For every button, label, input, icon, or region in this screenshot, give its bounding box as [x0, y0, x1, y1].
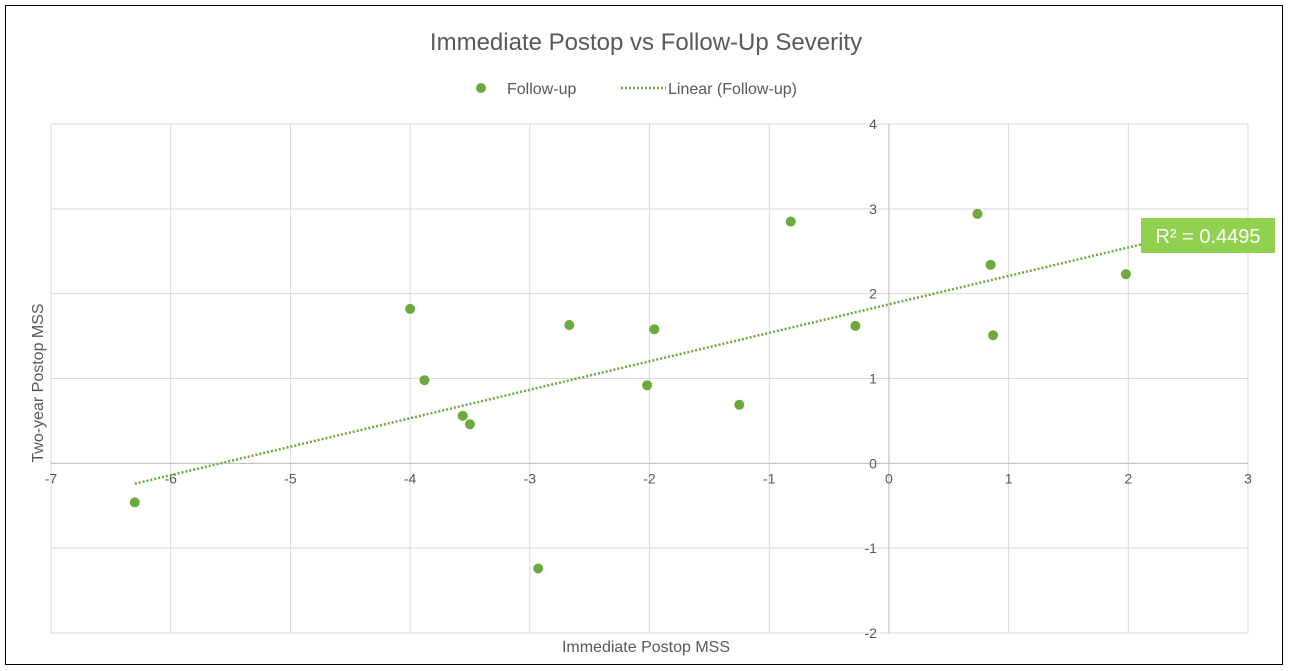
data-point — [464, 419, 475, 430]
x-tick-label: 1 — [1005, 470, 1013, 486]
data-point — [988, 330, 999, 341]
x-tick-label: -4 — [404, 470, 417, 486]
gridlines — [50, 123, 1249, 634]
x-tick-label: -7 — [45, 470, 58, 486]
data-point — [649, 324, 660, 335]
x-tick-labels: -7 -6 -5 -4 -3 -2 -1 0 1 2 3 — [45, 470, 1252, 486]
data-point — [457, 410, 468, 421]
y-axis-label: Two-year Postop MSS — [30, 303, 47, 462]
y-tick-label: 3 — [869, 201, 877, 217]
data-point — [850, 320, 861, 331]
y-tick-label: 4 — [869, 116, 877, 132]
legend: Follow-up Linear (Follow-up) — [476, 81, 797, 98]
legend-marker-follow-up — [476, 83, 486, 93]
data-points — [129, 208, 1131, 574]
x-tick-label: -2 — [643, 470, 656, 486]
data-point — [985, 259, 996, 270]
legend-label-follow-up: Follow-up — [507, 81, 576, 98]
data-point — [533, 563, 544, 574]
y-tick-label: 1 — [869, 371, 877, 387]
r-squared-label: R² = 0.4495 — [1141, 218, 1275, 253]
data-point — [734, 399, 745, 410]
r-squared-background — [1141, 218, 1275, 253]
data-point — [785, 216, 796, 227]
y-tick-labels: -2 -1 0 1 2 3 4 — [864, 116, 877, 641]
chart-title: Immediate Postop vs Follow-Up Severity — [430, 29, 862, 56]
x-tick-label: -6 — [164, 470, 177, 486]
x-tick-label: 3 — [1244, 470, 1252, 486]
axes — [51, 124, 1248, 633]
y-tick-label: -2 — [864, 625, 877, 641]
x-axis-label: Immediate Postop MSS — [562, 639, 730, 656]
x-tick-label: -1 — [763, 470, 776, 486]
chart-container: Immediate Postop vs Follow-Up Severity F… — [5, 5, 1283, 665]
data-point — [642, 380, 653, 391]
data-point — [129, 497, 140, 508]
data-point — [419, 375, 430, 386]
r-squared-text: R² = 0.4495 — [1155, 226, 1260, 248]
x-tick-label: -5 — [284, 470, 297, 486]
x-tick-label: -3 — [524, 470, 537, 486]
scatter-chart: Immediate Postop vs Follow-Up Severity F… — [30, 29, 1275, 656]
data-point — [972, 208, 983, 219]
x-tick-label: 2 — [1124, 470, 1132, 486]
data-point — [564, 320, 575, 331]
linear-trendline — [134, 217, 1249, 485]
x-tick-label: 0 — [885, 470, 893, 486]
y-tick-label: -1 — [864, 540, 877, 556]
y-tick-label: 0 — [869, 455, 877, 471]
data-point — [405, 303, 416, 314]
trendline — [134, 217, 1249, 485]
legend-label-trendline: Linear (Follow-up) — [668, 81, 797, 98]
data-point — [1120, 269, 1131, 280]
y-tick-label: 2 — [869, 286, 877, 302]
